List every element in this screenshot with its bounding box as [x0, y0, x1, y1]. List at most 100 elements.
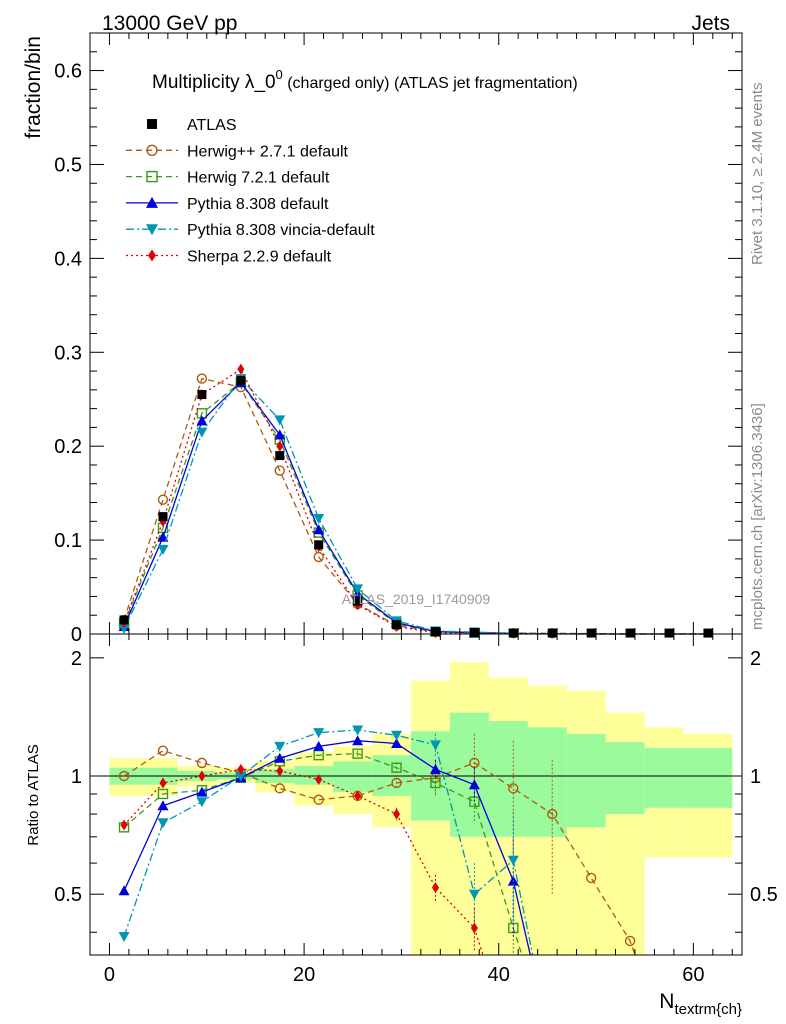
rivet-label: Rivet 3.1.10, ≥ 2.4M events: [749, 83, 766, 266]
inner-band-bin: [527, 727, 567, 837]
ratio-point: [470, 922, 478, 934]
x-label-main: N: [659, 990, 674, 1013]
legend-label: Sherpa 2.2.9 default: [187, 249, 332, 266]
ratio-line: [123, 753, 523, 955]
ratio-line: [123, 740, 531, 955]
title-sup: 0: [276, 67, 283, 82]
axes: 0 20 40 60 0 0.1 0.2 0.3 0.4 0.5 0.6 0.5 0.5 1 1 2 2: [54, 32, 778, 986]
legend-entry-2: Herwig 7.2.1 default: [126, 170, 330, 187]
ratio-point: [274, 752, 286, 763]
title-main: Multiplicity λ_0: [152, 72, 276, 93]
legend-marker: [148, 249, 156, 262]
data-point: [430, 627, 440, 637]
ratio-point: [624, 935, 636, 947]
data-point: [664, 628, 674, 638]
ratio-point: [198, 770, 206, 782]
inner-band-bin: [450, 712, 489, 837]
legend-label: Pythia 8.308 vincia-default: [187, 222, 375, 239]
legend-label: ATLAS: [187, 117, 237, 134]
legend-entry-0: ATLAS: [147, 117, 237, 134]
ratio-point: [157, 745, 169, 756]
analysis-watermark: ATLAS_2019_I1740909: [342, 591, 491, 607]
inner-band-bin: [605, 742, 645, 815]
ratio-point: [430, 777, 441, 789]
legend-label: Herwig 7.2.1 default: [187, 170, 330, 187]
ratio-point: [508, 783, 519, 794]
ratio-point: [354, 790, 362, 802]
ratio-point: [393, 808, 401, 820]
y-tick-label: 0.6: [54, 61, 82, 83]
data-point: [236, 375, 246, 385]
legend-marker: [147, 119, 157, 129]
main-point: [352, 584, 364, 595]
main-point: [274, 429, 286, 440]
chart-title: Multiplicity λ_00 (charged only) (ATLAS …: [152, 67, 578, 93]
ratio-series-3: [118, 725, 534, 955]
y-tick-label: 0.3: [54, 342, 82, 364]
ratio-point: [196, 797, 208, 808]
data-point: [392, 620, 402, 630]
ratio-point: [196, 786, 208, 797]
data-point: [353, 596, 363, 606]
y-tick-label: 0.1: [54, 530, 82, 552]
ratio-point: [352, 748, 363, 759]
ratio-point: [118, 770, 130, 782]
ratio-point: [468, 779, 480, 790]
data-point: [469, 628, 479, 638]
ratio-point: [118, 932, 130, 943]
main-point: [196, 427, 208, 438]
ratio-point: [157, 818, 169, 829]
data-series: [119, 375, 713, 638]
legend-entry-5: Sherpa 2.2.9 default: [126, 249, 332, 266]
main-point: [313, 524, 325, 535]
ratio-point: [507, 855, 519, 866]
data-point: [586, 628, 596, 638]
ratio-point: [429, 763, 441, 774]
x-label-sub: textrm{ch}: [674, 1001, 742, 1018]
main-point: [196, 373, 208, 384]
ratio-point: [391, 762, 402, 773]
x-tick-label: 0: [104, 964, 115, 986]
ratio-axis-label: Ratio to ATLAS: [25, 744, 42, 845]
ratio-point: [276, 765, 284, 777]
ratio-point: [274, 783, 285, 794]
ratio-series-4: [120, 763, 484, 955]
legend: ATLAS Herwig++ 2.7.1 default Herwig 7.2.1 …: [126, 117, 375, 266]
data-point: [508, 628, 518, 638]
ratio-tick-label-left: 2: [71, 648, 82, 670]
x-tick-label: 20: [293, 964, 315, 986]
ratio-point: [157, 788, 169, 800]
ratio-point: [159, 777, 167, 789]
y-tick-label: 0.4: [54, 248, 82, 270]
data-point: [547, 628, 557, 638]
ratio-point: [468, 889, 480, 900]
header-right: Jets: [691, 12, 730, 35]
main-point: [196, 415, 208, 426]
ratio-point: [237, 763, 245, 775]
title-rest: (charged only) (ATLAS jet fragmentation): [283, 75, 578, 92]
ratio-point: [352, 725, 364, 736]
data-point: [119, 615, 129, 625]
ratio-point: [118, 885, 130, 896]
main-point: [313, 551, 324, 563]
y-tick-label: 0: [71, 624, 82, 646]
ratio-tick-label-right: 1: [750, 766, 761, 788]
ratio-point: [431, 882, 439, 894]
ratio-point: [313, 740, 325, 751]
main-point: [274, 465, 285, 476]
data-point: [703, 628, 713, 638]
main-point: [274, 415, 286, 426]
inner-band-bin: [644, 747, 684, 808]
main-point: [157, 544, 169, 555]
legend-entry-3: Pythia 8.308 default: [126, 196, 329, 213]
inner-band-bin: [566, 733, 606, 828]
ratio-line: [123, 729, 534, 955]
ratio-point: [469, 757, 480, 769]
legend-marker: [146, 170, 158, 183]
ratio-point: [391, 738, 403, 749]
ratio-series-2: [118, 735, 531, 955]
x-tick-label: 60: [682, 964, 704, 986]
ratio-point: [235, 771, 247, 782]
data-point: [625, 628, 635, 638]
